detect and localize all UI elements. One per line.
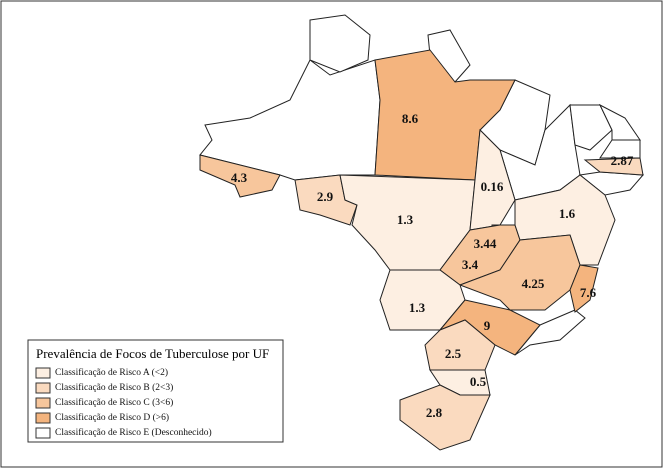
state-value: 0.16	[481, 179, 504, 194]
state	[374, 49, 516, 181]
state	[569, 264, 599, 313]
state	[569, 104, 613, 151]
legend-box	[27, 339, 284, 443]
legend-label: Classificação de Risco A (<2)	[55, 367, 168, 378]
legend-swatch	[35, 367, 51, 379]
state-value: 1.3	[397, 212, 414, 227]
state-value: 4.25	[522, 276, 545, 291]
legend-label: Classificação de Risco B (2<3)	[55, 382, 173, 393]
state-value: 7.6	[580, 285, 597, 300]
state	[458, 234, 581, 311]
state	[514, 174, 616, 266]
state	[399, 384, 491, 451]
state-value: 2.87	[611, 153, 634, 168]
legend-swatch	[35, 412, 51, 424]
state-value: 3.44	[474, 236, 497, 251]
state-value: 2.8	[426, 405, 443, 420]
state	[309, 14, 371, 73]
state-value: 2.9	[317, 189, 334, 204]
state-value: 0.5	[470, 374, 487, 389]
legend-swatch	[35, 427, 51, 439]
legend-title: Prevalência de Focos de Tuberculose por …	[36, 346, 269, 361]
legend-label: Classificação de Risco D (>6)	[55, 412, 169, 423]
state-value: 1.6	[559, 206, 576, 221]
legend-swatch	[35, 382, 51, 394]
legend-label: Classificação de Risco C (3<6)	[55, 397, 173, 408]
state	[199, 154, 281, 198]
legend-label: Classificação de Risco E (Desconhecido)	[55, 427, 212, 438]
state-value: 8.6	[402, 111, 419, 126]
state	[583, 157, 644, 176]
labels: 8.6 4.3 2.9 1.3 0.16 3.44 3.4 1.6 2.87 4.25 7.6 1.3…	[231, 111, 634, 420]
legend: Prevalência de Focos de Tuberculose por …	[27, 339, 284, 443]
legend-swatch	[35, 397, 51, 409]
state-value: 2.5	[445, 346, 462, 361]
state-value: 9	[484, 318, 491, 333]
state-value: 4.3	[231, 170, 248, 185]
state-value: 1.3	[409, 300, 426, 315]
state-value: 3.4	[462, 257, 479, 272]
states	[199, 49, 644, 451]
